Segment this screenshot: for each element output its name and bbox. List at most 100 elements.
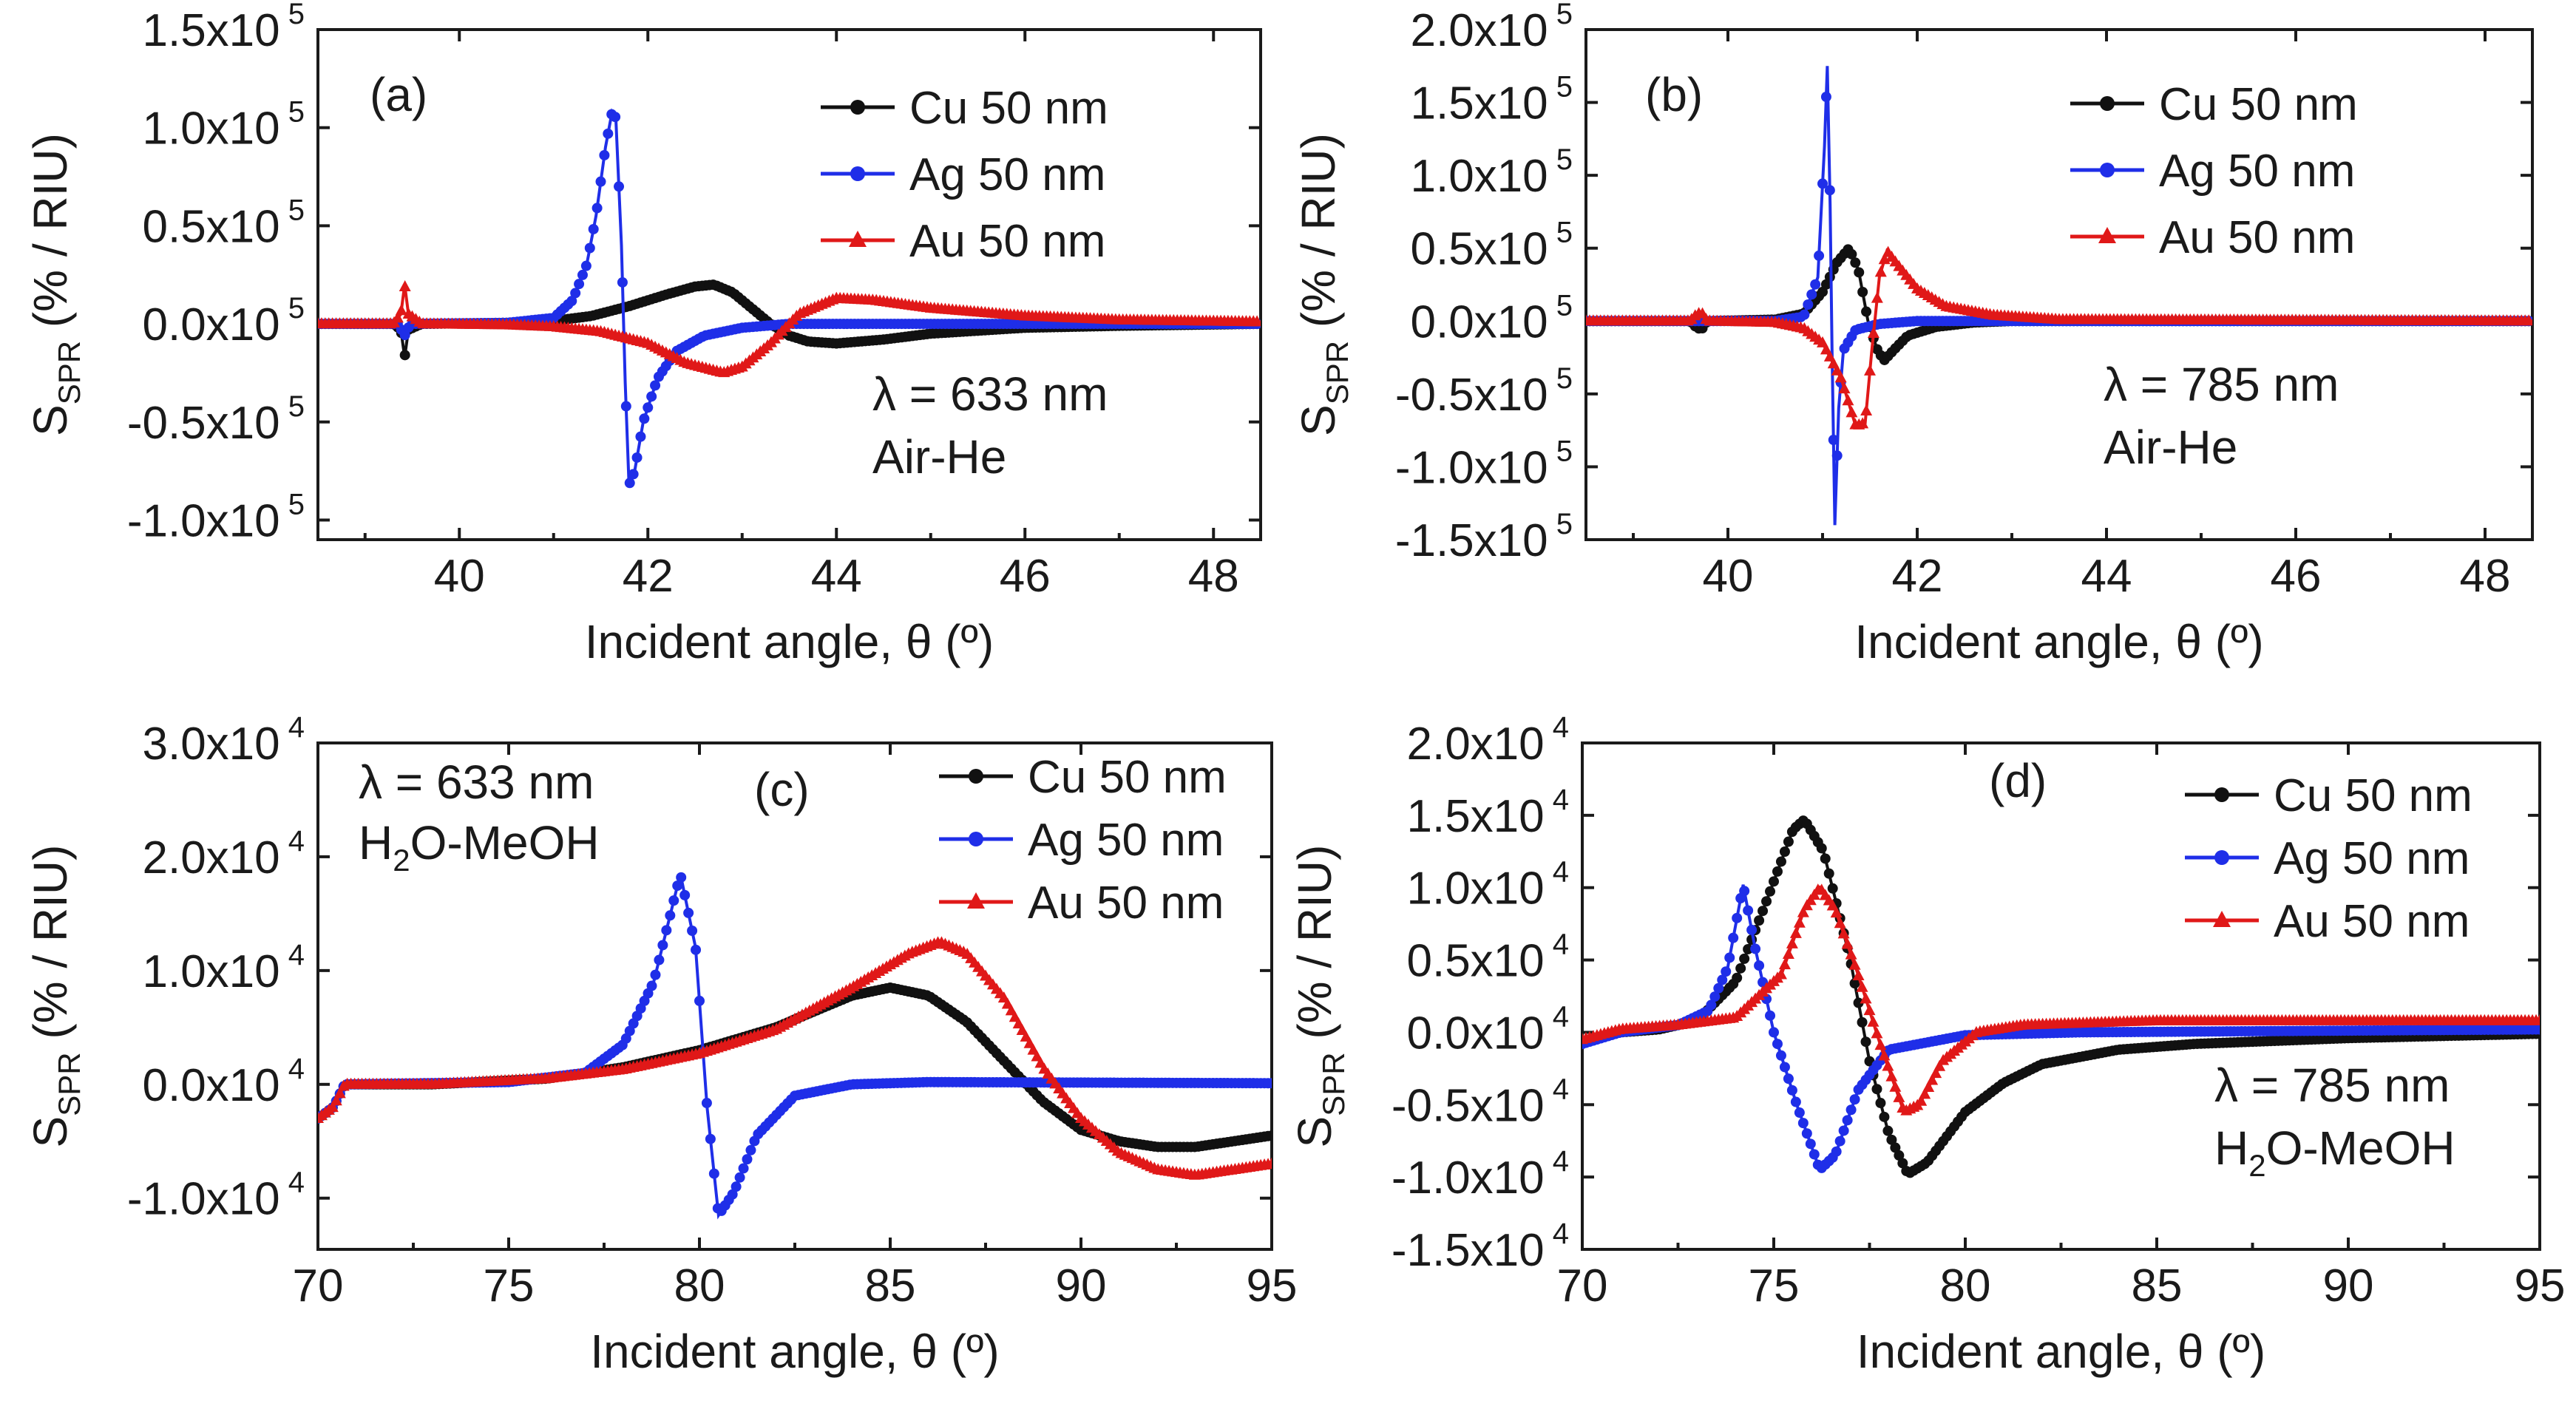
- series-markers-cu: [1586, 244, 2532, 365]
- y-tick-label: 3.0x10 4: [142, 711, 305, 770]
- data-point: [1933, 1059, 1946, 1071]
- legend-marker: [2214, 787, 2229, 802]
- legend-marker: [850, 100, 865, 115]
- y-tick-label: -1.5x10 4: [1392, 1218, 1569, 1276]
- data-point: [654, 954, 665, 965]
- data-point: [595, 176, 606, 187]
- y-tick-label: 0.0x10 4: [142, 1053, 305, 1111]
- data-point: [1867, 1015, 1880, 1027]
- data-point: [624, 478, 635, 489]
- data-point: [1772, 1039, 1783, 1050]
- x-tick-label: 42: [623, 551, 674, 602]
- series-markers-au: [1586, 245, 2532, 430]
- data-point: [1922, 1080, 1935, 1092]
- data-point: [1267, 1078, 1272, 1089]
- medium-annotation: Air-He: [872, 430, 1006, 483]
- data-point: [1732, 912, 1743, 923]
- data-point: [1810, 279, 1821, 290]
- data-point: [1779, 846, 1790, 858]
- data-point: [399, 280, 411, 292]
- x-tick-label: 70: [293, 1260, 344, 1311]
- data-point: [1739, 886, 1750, 897]
- y-tick-label: 2.0x10 4: [1406, 711, 1569, 770]
- data-point: [1874, 1039, 1887, 1050]
- data-point: [1817, 178, 1828, 189]
- data-point: [1266, 1157, 1272, 1169]
- data-point: [639, 413, 650, 424]
- data-point: [1790, 1096, 1801, 1107]
- legend-marker: [969, 769, 983, 784]
- data-point: [1857, 287, 1868, 298]
- data-point: [687, 925, 698, 936]
- data-point: [1861, 306, 1872, 317]
- data-point: [1267, 1130, 1272, 1141]
- series-line-au: [1586, 248, 2532, 428]
- data-point: [1867, 326, 1880, 338]
- legend-marker: [2100, 96, 2115, 111]
- legend-label: Ag 50 nm: [2159, 146, 2355, 197]
- plot-frame: [1584, 28, 2534, 541]
- data-point: [665, 910, 676, 921]
- data-point: [1857, 417, 1869, 429]
- x-tick-label: 80: [1940, 1260, 1991, 1311]
- series-line-cu: [318, 985, 1272, 1149]
- data-point: [1765, 1010, 1776, 1021]
- data-point: [1841, 937, 1854, 949]
- y-tick-label: 0.5x10 4: [1406, 929, 1569, 987]
- x-tick-label: 85: [2132, 1260, 2183, 1311]
- data-point: [1750, 943, 1761, 954]
- data-point: [592, 203, 603, 214]
- data-point: [1860, 404, 1873, 416]
- data-point: [1827, 883, 1838, 894]
- data-point: [588, 223, 599, 234]
- y-tick-label: 0.0x10 4: [1406, 1000, 1569, 1059]
- data-point: [672, 880, 683, 892]
- x-axis-title: Incident angle, θ (º): [585, 615, 994, 668]
- data-point: [734, 1172, 745, 1183]
- data-point: [745, 1144, 756, 1155]
- data-point: [738, 1163, 749, 1174]
- data-point: [333, 1087, 346, 1099]
- y-tick-label: 1.0x10 4: [1406, 856, 1569, 914]
- data-point: [1863, 1004, 1876, 1016]
- data-point: [1779, 1062, 1790, 1073]
- y-tick-label: 1.0x10 5: [142, 96, 305, 155]
- data-point: [1890, 1142, 1901, 1153]
- y-axis-title: SSPR (% / RIU): [24, 845, 87, 1148]
- wavelength-annotation: λ = 785 nm: [2104, 358, 2339, 411]
- y-tick-label: 2.0x10 4: [142, 825, 305, 883]
- data-point: [1849, 1094, 1860, 1105]
- y-tick-label: 1.0x10 4: [142, 939, 305, 997]
- data-point: [1709, 991, 1721, 1002]
- plot-area: [1582, 815, 2540, 1178]
- data-point: [1856, 980, 1868, 992]
- data-point: [691, 944, 702, 955]
- data-point: [1879, 1111, 1890, 1122]
- panel-label: (b): [1645, 68, 1703, 121]
- data-point: [1826, 899, 1839, 911]
- data-point: [1848, 958, 1861, 970]
- data-point: [1724, 952, 1735, 963]
- legend-label: Au 50 nm: [1028, 878, 1224, 929]
- data-point: [646, 391, 657, 402]
- series-line-ag: [318, 108, 1261, 486]
- data-point: [1805, 1138, 1816, 1150]
- data-point: [1926, 1073, 1939, 1085]
- legend-marker: [849, 231, 867, 247]
- data-point: [1746, 924, 1758, 935]
- medium-annotation: Air-He: [2104, 421, 2237, 474]
- x-tick-label: 46: [2271, 551, 2322, 602]
- data-point: [1882, 1059, 1894, 1071]
- data-point: [1871, 1027, 1883, 1039]
- data-point: [1831, 1146, 1842, 1157]
- legend-label: Cu 50 nm: [2159, 79, 2358, 130]
- legend-marker: [2098, 227, 2116, 243]
- data-point: [742, 1154, 753, 1165]
- data-point: [661, 925, 672, 936]
- data-point: [577, 269, 588, 280]
- data-point: [1814, 250, 1825, 261]
- legend-label: Au 50 nm: [2274, 896, 2470, 947]
- data-point: [731, 1181, 742, 1192]
- data-point: [1842, 394, 1854, 406]
- data-point: [1735, 963, 1746, 974]
